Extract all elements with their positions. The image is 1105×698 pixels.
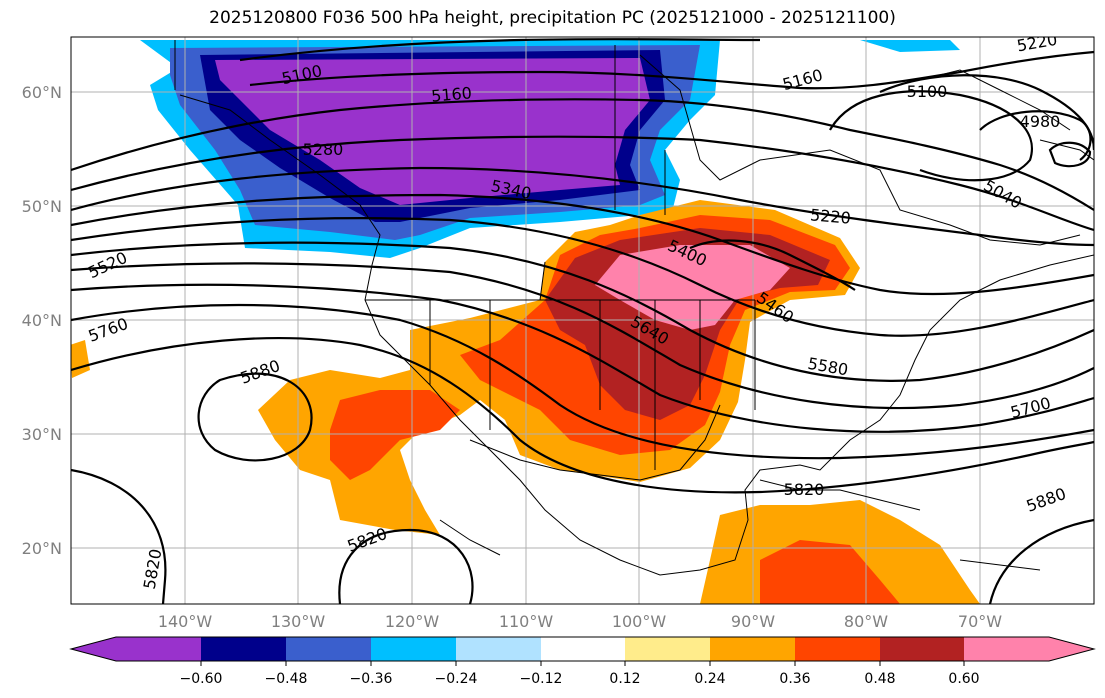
lon-labels: 140°W 130°W 120°W 110°W 100°W 90°W 80°W … bbox=[158, 612, 1002, 631]
colorbar-segment bbox=[880, 637, 964, 661]
colorbar-segment bbox=[541, 637, 625, 661]
colorbar-segment bbox=[116, 637, 201, 661]
lat-label: 40°N bbox=[22, 311, 62, 330]
colorbar-label: −0.60 bbox=[180, 671, 223, 687]
contour-label: 4980 bbox=[1020, 112, 1061, 131]
colorbar-extend-high bbox=[1049, 637, 1094, 661]
lat-label: 20°N bbox=[22, 539, 62, 558]
lat-labels: 60°N 50°N 40°N 30°N 20°N bbox=[22, 83, 62, 558]
colorbar-segment bbox=[964, 637, 1049, 661]
lat-label: 30°N bbox=[22, 425, 62, 444]
lon-label: 100°W bbox=[612, 612, 667, 631]
lat-label: 60°N bbox=[22, 83, 62, 102]
contour-label: 5160 bbox=[430, 83, 472, 105]
colorbar-label: 0.36 bbox=[779, 671, 810, 687]
colorbar-label: −0.36 bbox=[350, 671, 393, 687]
colorbar-label: 0.12 bbox=[609, 671, 640, 687]
colorbar-label: 0.60 bbox=[948, 671, 979, 687]
colorbar: −0.60 −0.48 −0.36 −0.24 −0.12 0.12 0.24 … bbox=[69, 636, 1096, 687]
lon-label: 90°W bbox=[731, 612, 775, 631]
colorbar-label: −0.24 bbox=[435, 671, 478, 687]
lon-label: 120°W bbox=[385, 612, 440, 631]
colorbar-segment bbox=[710, 637, 795, 661]
graticule bbox=[71, 37, 1094, 604]
colorbar-label: 0.48 bbox=[864, 671, 895, 687]
colorbar-label: −0.12 bbox=[520, 671, 563, 687]
lon-label: 80°W bbox=[844, 612, 888, 631]
colorbar-extend-low bbox=[71, 637, 116, 661]
contour-label: 5220 bbox=[809, 205, 851, 227]
contour-label: 5820 bbox=[784, 480, 825, 499]
lat-label: 50°N bbox=[22, 197, 62, 216]
contour-label: 5280 bbox=[303, 140, 344, 159]
lon-label: 130°W bbox=[271, 612, 326, 631]
colorbar-label: 0.24 bbox=[694, 671, 725, 687]
lon-label: 140°W bbox=[158, 612, 213, 631]
map-frame bbox=[70, 36, 1095, 605]
colorbar-segment bbox=[286, 637, 371, 661]
chart-title: 2025120800 F036 500 hPa height, precipit… bbox=[209, 8, 896, 28]
colorbar-segment bbox=[371, 637, 456, 661]
negative-anomaly-region bbox=[71, 40, 960, 378]
lon-label: 110°W bbox=[499, 612, 554, 631]
colorbar-segment bbox=[201, 637, 286, 661]
colorbar-label: −0.48 bbox=[265, 671, 308, 687]
colorbar-segment bbox=[456, 637, 541, 661]
map-area: 5100 5160 5280 5340 5400 5460 5520 5580 … bbox=[71, 37, 1094, 604]
colorbar-segment bbox=[625, 637, 710, 661]
height-contours bbox=[71, 38, 1094, 604]
contour-label: 5100 bbox=[907, 82, 948, 101]
lon-label: 70°W bbox=[958, 612, 1002, 631]
colorbar-segment bbox=[795, 637, 880, 661]
